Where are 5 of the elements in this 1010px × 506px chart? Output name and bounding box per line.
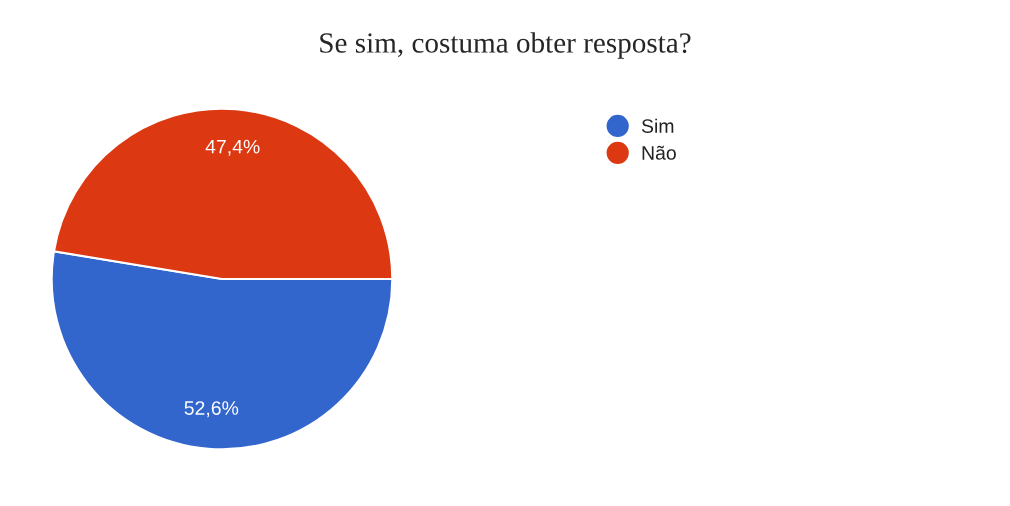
legend-label: Sim — [641, 118, 674, 133]
data-label: 52,6% — [184, 401, 239, 418]
legend-label: Não — [642, 145, 676, 160]
chart-title: Se sim, costuma obter resposta? — [320, 32, 691, 59]
data-label: 47,4% — [205, 139, 260, 156]
